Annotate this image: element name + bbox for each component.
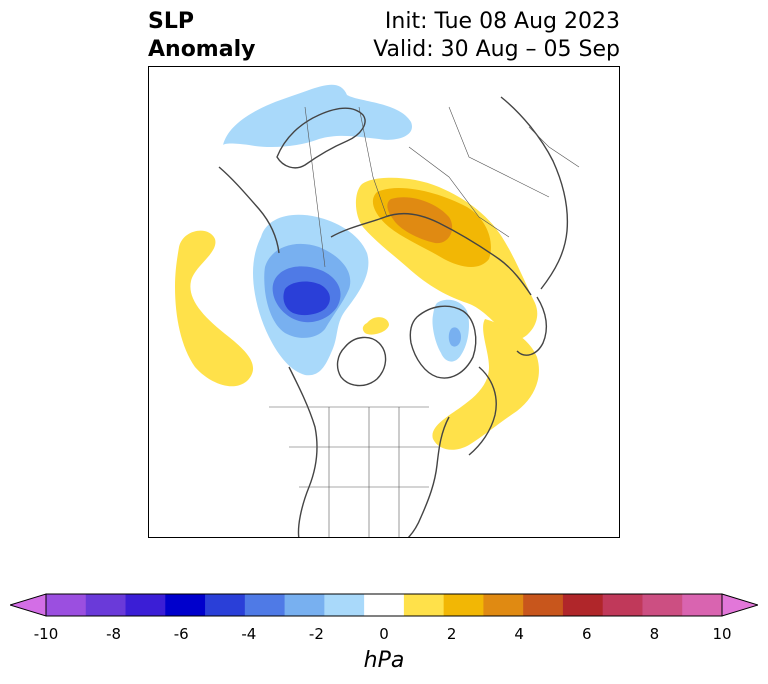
colorbar-tick-label: -4 xyxy=(241,625,257,643)
colorbar-segment xyxy=(443,594,484,616)
colorbar-frame xyxy=(45,593,723,617)
colorbar-extend-low xyxy=(10,593,47,617)
anomaly-region-small-positive xyxy=(362,317,389,335)
colorbar-tick-label: -8 xyxy=(106,625,122,643)
colorbar-segment xyxy=(85,594,127,616)
colorbar-segment xyxy=(46,594,87,616)
colorbar-segment xyxy=(165,594,206,616)
anomaly-region-ne-pacific xyxy=(175,230,254,387)
colorbar-tick-label: -6 xyxy=(173,625,189,643)
colorbar-tick-label: 10 xyxy=(712,625,732,643)
anomaly-region-greenland-core xyxy=(448,327,461,347)
colorbar-segment xyxy=(364,594,405,616)
valid-period-label: Valid: 30 Aug – 05 Sep xyxy=(373,37,620,62)
polar-map xyxy=(175,84,580,537)
anomaly-region-canada-core xyxy=(283,281,330,316)
colorbar-tick-label: 4 xyxy=(514,625,524,643)
colorbar-segment xyxy=(682,594,723,616)
init-date-label: Init: Tue 08 Aug 2023 xyxy=(384,9,620,34)
colorbar-tick-label: 8 xyxy=(649,625,660,643)
colorbar-tick-label: 0 xyxy=(379,625,389,643)
colorbar-extend-high xyxy=(721,593,758,617)
map-panel xyxy=(148,66,620,538)
colorbar-segment xyxy=(205,594,246,616)
map-title: SLP Anomaly xyxy=(148,8,255,64)
colorbar-segment xyxy=(602,594,643,616)
colorbar-tick-label: -2 xyxy=(308,625,324,643)
colorbar-tick-label: 6 xyxy=(582,625,592,643)
anomaly-region-north-atlantic xyxy=(432,319,539,450)
title-line-2: Anomaly xyxy=(148,37,256,62)
title-line-1: SLP xyxy=(148,9,194,34)
coastlines xyxy=(218,96,569,537)
country-borders xyxy=(269,106,580,537)
colorbar-segment xyxy=(125,594,166,616)
colorbar xyxy=(10,593,758,617)
colorbar-segment xyxy=(324,594,365,616)
colorbar-segment xyxy=(523,594,564,616)
colorbar-segment xyxy=(642,594,683,616)
colorbar-segment xyxy=(562,594,604,616)
map-subtitle: Init: Tue 08 Aug 2023 Valid: 30 Aug – 05… xyxy=(373,8,620,64)
colorbar-segment xyxy=(244,594,286,616)
colorbar-segment xyxy=(483,594,524,616)
colorbar-units: hPa xyxy=(363,648,405,673)
colorbar-segment xyxy=(284,594,325,616)
colorbar-tick-label: 2 xyxy=(446,625,457,643)
colorbar-segment xyxy=(403,594,445,616)
anomaly-region-siberia-max xyxy=(387,197,453,244)
colorbar-tick-label: -10 xyxy=(33,625,59,643)
